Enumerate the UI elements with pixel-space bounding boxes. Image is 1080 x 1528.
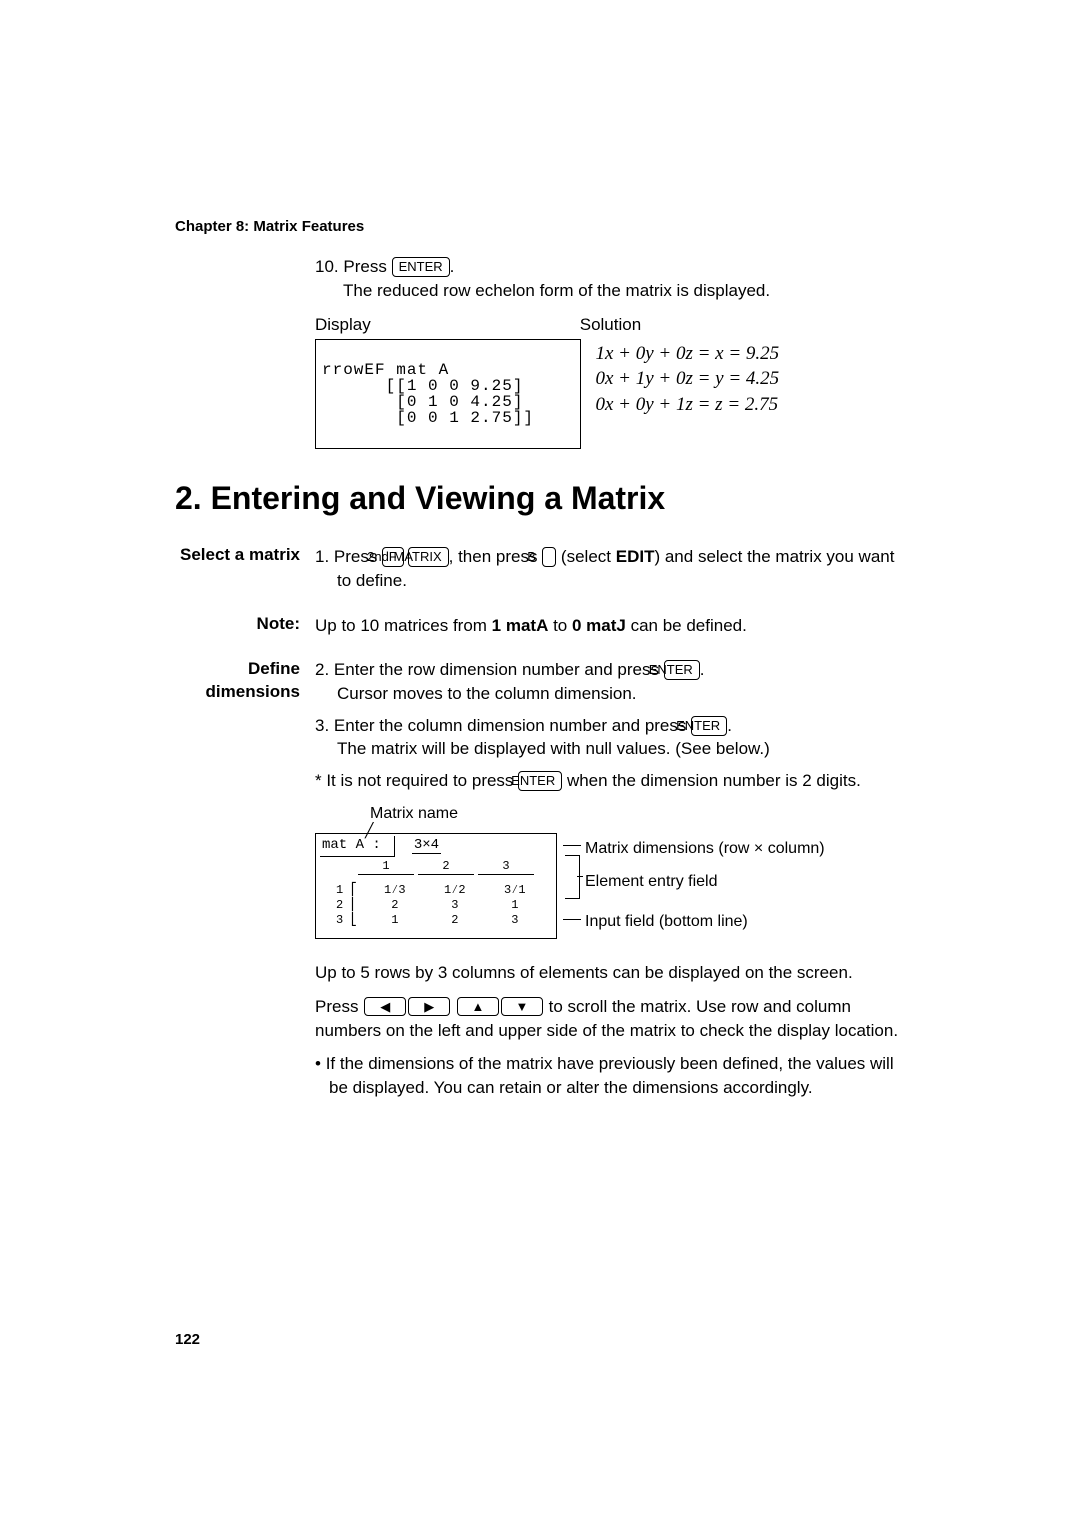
- right-arrow-key: ▶: [408, 997, 450, 1016]
- define-label: Define dimensions: [175, 658, 300, 704]
- row-2: 3 ⎣ 123: [336, 913, 545, 927]
- note-b1: 1 matA: [492, 616, 549, 635]
- step-10: 10. Press ENTER. The reduced row echelon…: [315, 255, 905, 303]
- press-txt1: Press: [315, 997, 363, 1016]
- row-1: 2 ⎢ 231: [336, 898, 545, 912]
- row-0: 1 ⎡ 1⁄31⁄23⁄1: [336, 883, 545, 897]
- lcd-display: rrowEF mat A [[1 0 0 9.25] [0 1 0 4.25] …: [315, 339, 581, 449]
- page-number: 122: [175, 1331, 200, 1348]
- step3-num: 3.: [315, 716, 329, 735]
- after-fig-bullet: • If the dimensions of the matrix have p…: [315, 1052, 905, 1100]
- callout-element-entry: Element entry field: [585, 871, 718, 893]
- lcd-name: mat A :: [320, 836, 395, 857]
- display-label: Display: [315, 315, 575, 335]
- note-txt1: Up to 10 matrices from: [315, 616, 492, 635]
- edit-bold: EDIT: [616, 547, 655, 566]
- note-txt2: to: [548, 616, 572, 635]
- matrix-name-label: Matrix name: [370, 803, 458, 825]
- enter-key-2: ENTER: [664, 660, 700, 680]
- star-txt2: when the dimension number is 2 digits.: [562, 771, 861, 790]
- step10-line1-suffix: .: [450, 257, 455, 276]
- up-arrow-key: ▲: [457, 997, 499, 1016]
- matrix-figure: Matrix name ╱ mat A : 3×4 123 1 ⎡ 1⁄31⁄2…: [315, 803, 905, 943]
- step-3: 3. Enter the column dimension number and…: [315, 714, 905, 762]
- callout-dimensions: Matrix dimensions (row × column): [585, 838, 825, 860]
- solution-block: 1x + 0y + 0z = x = 9.25 0x + 1y + 0z = y…: [595, 341, 779, 418]
- step-2: 2. Enter the row dimension number and pr…: [315, 658, 905, 706]
- step-star: * It is not required to press ENTER when…: [315, 769, 905, 793]
- sol-line-0: 1x + 0y + 0z = x = 9.25: [595, 341, 779, 367]
- step-1: 1. Press 2ndF MATRIX, then press B (sele…: [315, 545, 905, 593]
- matrix-key: MATRIX: [408, 547, 448, 567]
- sol-line-2: 0x + 0y + 1z = z = 2.75: [595, 392, 779, 418]
- note-label: Note:: [175, 614, 300, 634]
- enter-key-3: ENTER: [691, 716, 727, 736]
- enter-key-4: ENTER: [518, 771, 562, 791]
- note-txt3: can be defined.: [626, 616, 747, 635]
- matrix-lcd: mat A : 3×4 123 1 ⎡ 1⁄31⁄23⁄1 2 ⎢ 231 3 …: [315, 833, 557, 939]
- sol-line-1: 0x + 1y + 0z = y = 4.25: [595, 366, 779, 392]
- star-txt1: * It is not required to press: [315, 771, 518, 790]
- step10-line2: The reduced row echelon form of the matr…: [343, 279, 905, 303]
- step3-txt1: Enter the column dimension number and pr…: [334, 716, 691, 735]
- callout-line-input-icon: [563, 919, 581, 920]
- left-arrow-key: ◀: [364, 997, 406, 1016]
- step1-num: 1.: [315, 547, 329, 566]
- step1-txt3: (select: [556, 547, 616, 566]
- solution-label: Solution: [580, 315, 641, 334]
- note-b2: 0 matJ: [572, 616, 626, 635]
- enter-key: ENTER: [392, 257, 450, 277]
- bullet-text: If the dimensions of the matrix have pre…: [326, 1054, 894, 1097]
- lcd-line-2: [0 1 0 4.25]: [322, 394, 574, 410]
- lcd-line-3: [0 0 1 2.75]]: [322, 410, 574, 426]
- brace-elem-icon: [565, 855, 580, 899]
- lcd-dims: 3×4: [412, 837, 441, 854]
- step3-line2: The matrix will be displayed with null v…: [337, 739, 770, 758]
- after-fig-para1: Up to 5 rows by 3 columns of elements ca…: [315, 961, 905, 985]
- step3-txt2: .: [727, 716, 732, 735]
- chapter-header: Chapter 8: Matrix Features: [175, 218, 364, 235]
- step2-txt1: Enter the row dimension number and press: [334, 660, 664, 679]
- callout-line-elem-icon: [577, 876, 583, 877]
- step2-line2: Cursor moves to the column dimension.: [337, 684, 637, 703]
- step10-num: 10.: [315, 257, 339, 276]
- after-fig-press: Press ◀▶ ▲▼ to scroll the matrix. Use ro…: [315, 995, 905, 1043]
- callout-input-field: Input field (bottom line): [585, 911, 748, 933]
- step10-line1-prefix: Press: [343, 257, 391, 276]
- step2-txt2: .: [700, 660, 705, 679]
- section-title: 2. Entering and Viewing a Matrix: [175, 480, 665, 517]
- note-body: Up to 10 matrices from 1 matA to 0 matJ …: [315, 614, 905, 638]
- step2-num: 2.: [315, 660, 329, 679]
- lcd-line-1: [[1 0 0 9.25]: [322, 378, 574, 394]
- select-matrix-label: Select a matrix: [175, 545, 300, 565]
- b-key: B: [542, 547, 556, 567]
- down-arrow-key: ▼: [501, 997, 543, 1016]
- lcd-line-0: rrowEF mat A: [322, 362, 574, 378]
- callout-line-dim-icon: [563, 845, 581, 846]
